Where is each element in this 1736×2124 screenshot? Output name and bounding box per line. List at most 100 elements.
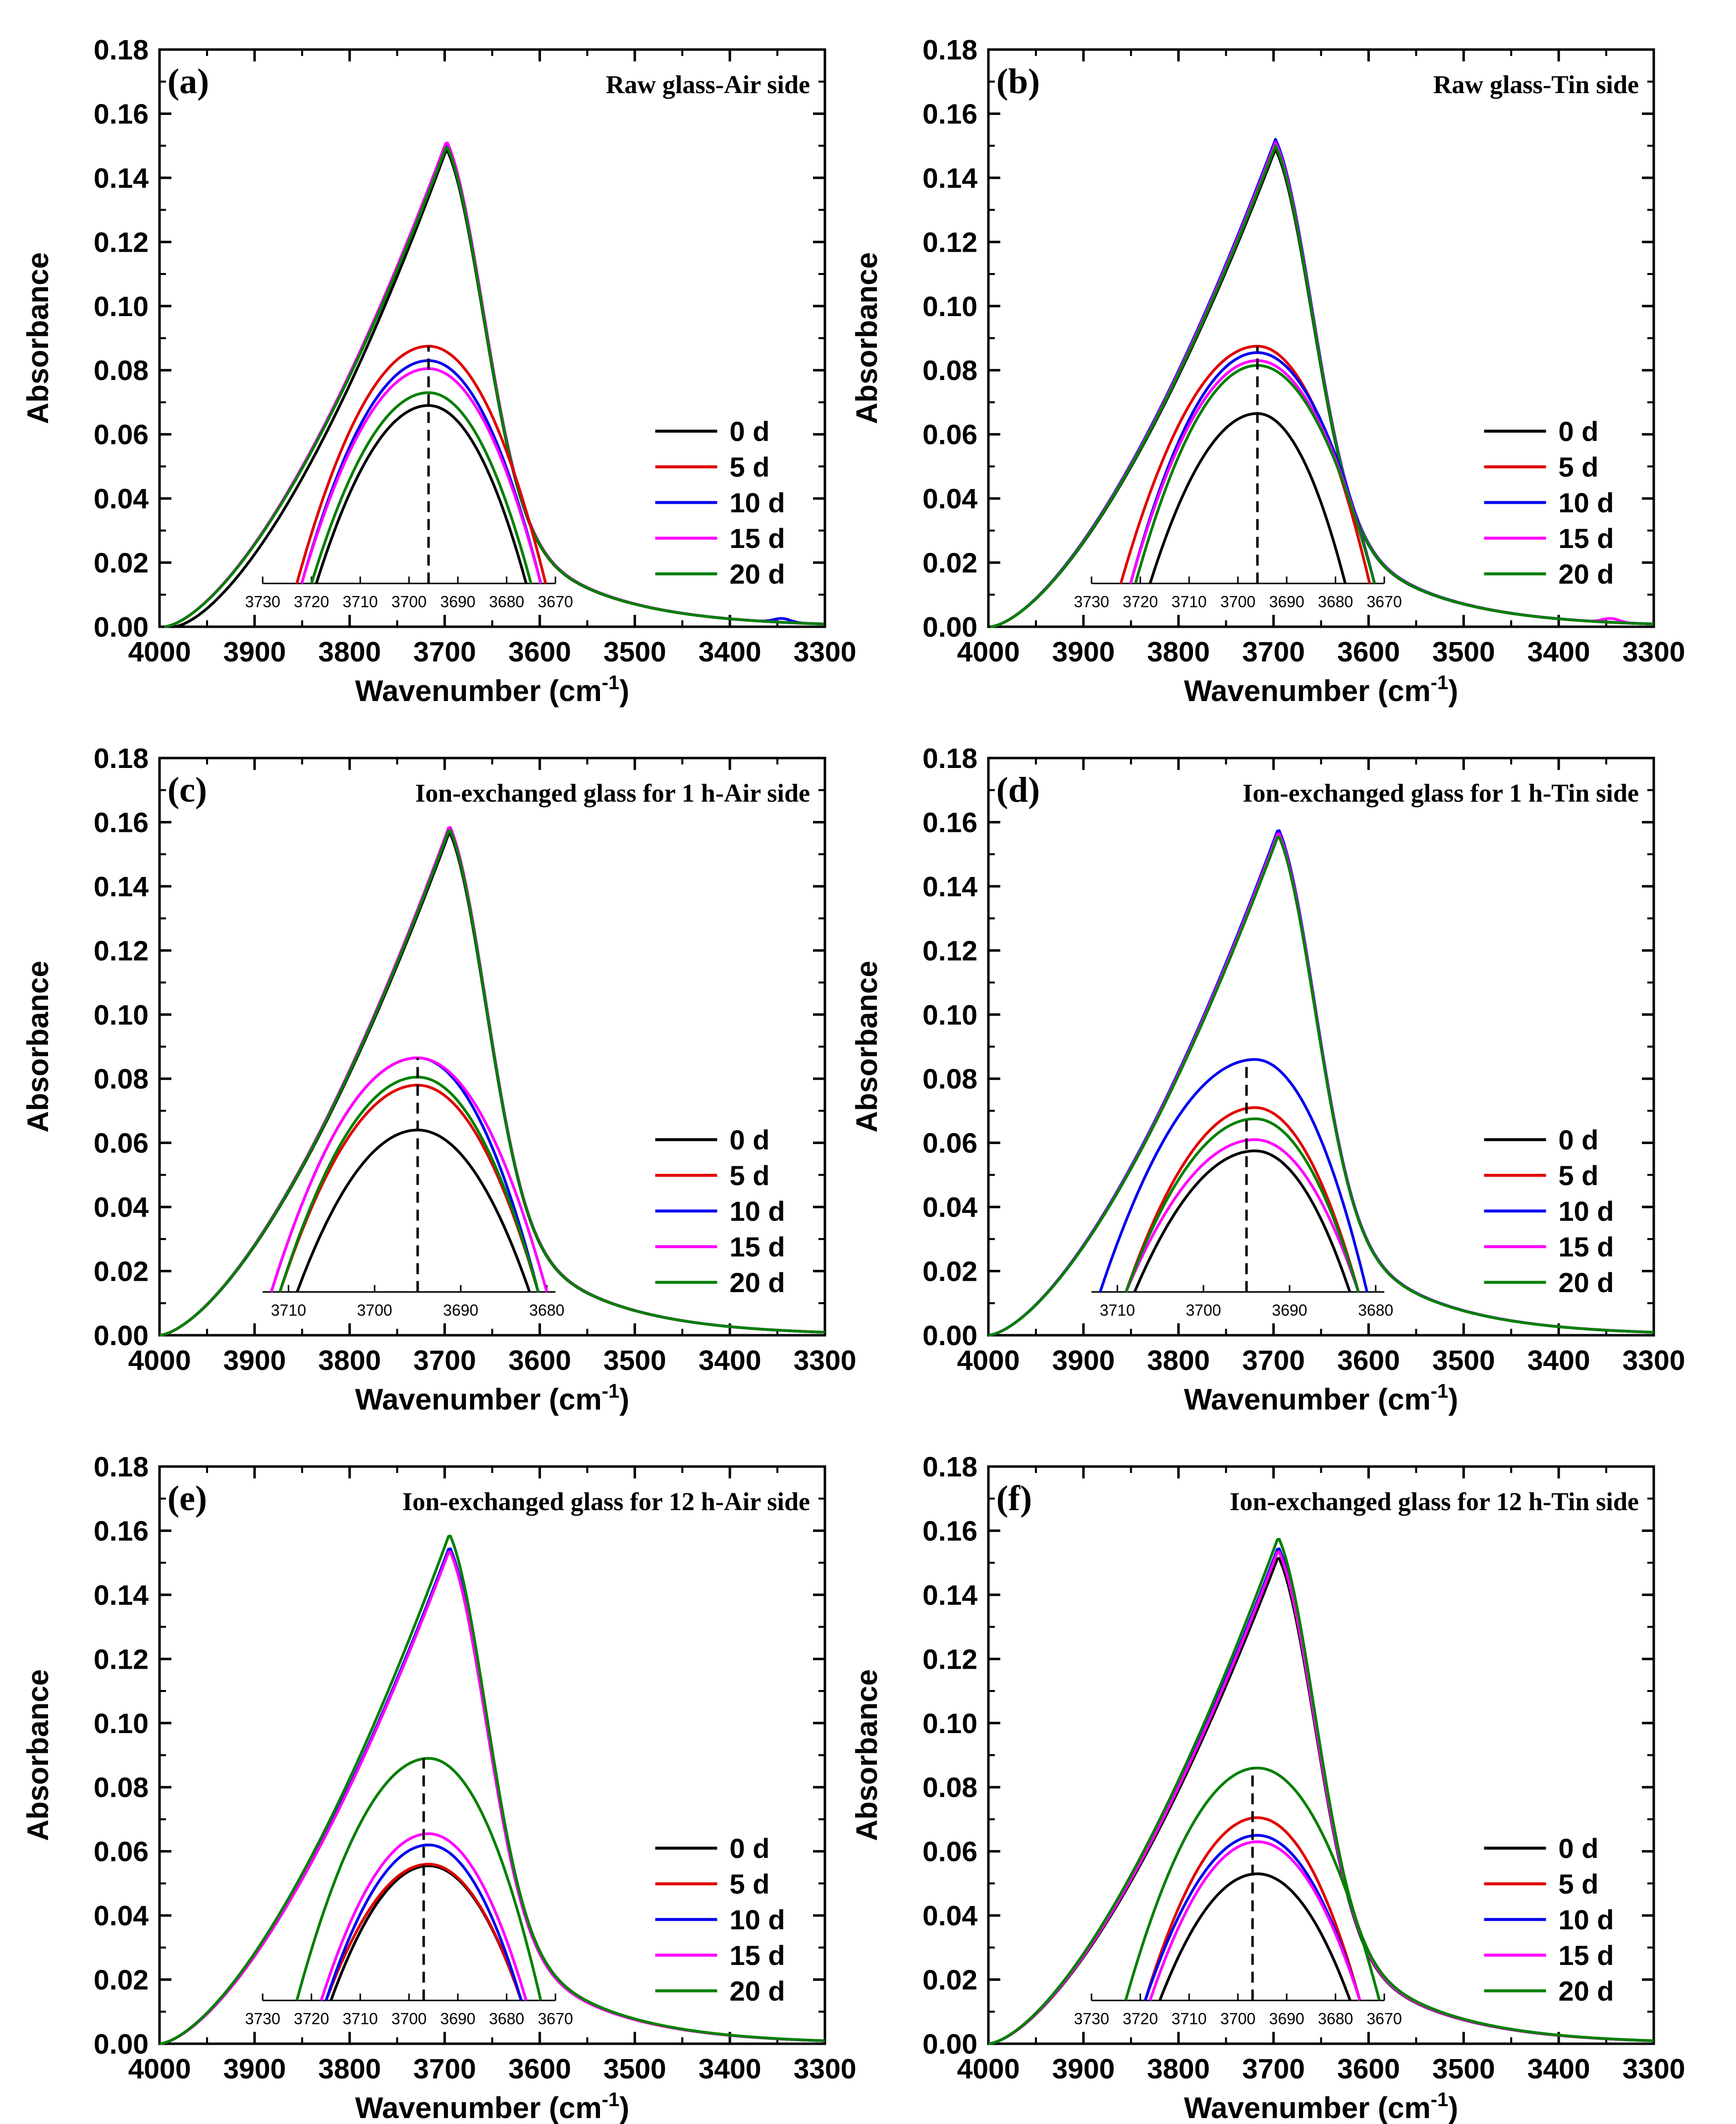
inset-curve-5d xyxy=(278,1084,540,1293)
panel-letter: (c) xyxy=(167,770,207,810)
inset-tick-label: 3690 xyxy=(440,2010,476,2028)
legend-label: 15 d xyxy=(730,523,785,554)
legend-label: 5 d xyxy=(730,451,770,483)
panel-letter: (a) xyxy=(167,61,209,101)
y-tick-label: 0.02 xyxy=(922,1964,977,1996)
inset-curve-5d xyxy=(295,344,547,584)
inset-tick-label: 3700 xyxy=(1186,1302,1221,1319)
legend-label: 20 d xyxy=(730,558,785,590)
series-line-15d xyxy=(159,1550,825,2045)
y-tick-label: 0.10 xyxy=(922,291,977,323)
inset-tick-label: 3720 xyxy=(294,2010,329,2028)
x-tick-label: 3400 xyxy=(699,636,761,668)
inset-curve-0d xyxy=(1148,412,1347,584)
inset-tick-label: 3700 xyxy=(391,2010,427,2028)
y-tick-label: 0.04 xyxy=(922,1192,977,1223)
x-tick-label: 4000 xyxy=(128,1345,191,1376)
x-tick-label: 4000 xyxy=(957,1345,1020,1376)
x-tick-label: 3600 xyxy=(1337,1345,1400,1376)
inset-tick-label: 3690 xyxy=(1269,593,1304,611)
y-axis-label: Absorbance xyxy=(850,1669,883,1841)
y-tick-label: 0.08 xyxy=(922,355,977,386)
y-tick-label: 0.18 xyxy=(922,34,977,66)
inset-tick-label: 3710 xyxy=(1100,1302,1135,1319)
inset-tick-label: 3730 xyxy=(245,2010,280,2028)
y-tick-label: 0.04 xyxy=(922,1900,977,1932)
y-tick-label: 0.16 xyxy=(94,1515,149,1547)
panel-letter: (d) xyxy=(996,770,1040,810)
inset-curve-15d xyxy=(1125,1138,1360,1293)
inset-tick-label: 3720 xyxy=(294,593,329,611)
x-tick-label: 3600 xyxy=(508,636,571,668)
chart-panel-b: 0.00 0.02 0.04 0.06 0.08 0.10 0.12 0.14 0.16 0.18… xyxy=(850,34,1685,708)
x-tick-label: 3500 xyxy=(603,2053,666,2085)
inset-tick-label: 3730 xyxy=(245,593,280,611)
y-tick-label: 0.08 xyxy=(94,355,149,386)
legend-label: 10 d xyxy=(730,487,785,518)
x-tick-label: 3300 xyxy=(794,2053,857,2085)
x-tick-label: 3900 xyxy=(223,636,286,668)
x-tick-label: 3800 xyxy=(318,636,381,668)
legend-label: 0 d xyxy=(1559,1124,1599,1155)
y-tick-label: 0.08 xyxy=(922,1772,977,1803)
x-axis-label: Wavenumber (cm-1) xyxy=(1184,672,1458,708)
y-tick-label: 0.16 xyxy=(922,807,977,838)
inset-curve-15d xyxy=(300,367,542,584)
inset-curve-15d xyxy=(1148,1840,1361,2001)
legend-label: 10 d xyxy=(730,1904,785,1935)
y-axis-label: Absorbance xyxy=(850,961,883,1133)
y-tick-label: 0.14 xyxy=(922,1579,977,1611)
y-tick-label: 0.02 xyxy=(94,1256,149,1288)
inset-tick-label: 3710 xyxy=(271,1302,306,1319)
x-tick-label: 3500 xyxy=(1432,636,1495,668)
x-tick-label: 3400 xyxy=(699,2053,761,2085)
x-tick-label: 3900 xyxy=(223,2053,286,2085)
x-tick-label: 3400 xyxy=(1527,636,1590,668)
inset-curve-20d xyxy=(310,391,533,584)
inset-curve-5d xyxy=(325,1862,523,2001)
inset-tick-label: 3730 xyxy=(1074,2010,1109,2028)
legend-label: 10 d xyxy=(1559,487,1614,518)
series-line-5d xyxy=(159,1550,825,2045)
series-line-15d xyxy=(988,832,1654,1337)
series-line-10d xyxy=(988,829,1654,1337)
inset-tick-label: 3680 xyxy=(489,2010,524,2028)
x-tick-label: 3700 xyxy=(1242,636,1305,668)
y-tick-label: 0.18 xyxy=(94,34,149,66)
y-tick-label: 0.12 xyxy=(94,226,149,258)
x-tick-label: 3800 xyxy=(1147,636,1210,668)
x-tick-label: 3800 xyxy=(318,1345,381,1376)
x-tick-label: 3500 xyxy=(1432,1345,1495,1376)
inset-curve-20d xyxy=(295,1757,542,2001)
series-line-0d xyxy=(159,832,825,1337)
legend-label: 10 d xyxy=(1559,1196,1614,1227)
y-axis-label: Absorbance xyxy=(850,252,883,424)
inset-curve-0d xyxy=(329,1864,523,2001)
y-tick-label: 0.12 xyxy=(922,226,977,258)
inset-curve-0d xyxy=(1158,1872,1352,2001)
legend-label: 15 d xyxy=(1559,1231,1614,1262)
inset-curve-5d xyxy=(1125,1106,1360,1293)
series-line-10d xyxy=(988,1547,1654,2045)
inset-tick-label: 3690 xyxy=(440,593,476,611)
series-line-20d xyxy=(159,1534,825,2045)
legend-label: 15 d xyxy=(1559,1940,1614,1971)
y-tick-label: 0.04 xyxy=(922,483,977,515)
x-tick-label: 3300 xyxy=(1623,1345,1685,1376)
x-tick-label: 3800 xyxy=(318,2053,381,2085)
x-tick-label: 3600 xyxy=(508,2053,571,2085)
y-tick-label: 0.14 xyxy=(922,871,977,903)
legend-label: 20 d xyxy=(1559,558,1614,590)
panel-title: Ion-exchanged glass for 1 h-Air side xyxy=(415,779,810,808)
x-tick-label: 3900 xyxy=(223,1345,286,1376)
chart-panel-e: 0.00 0.02 0.04 0.06 0.08 0.10 0.12 0.14 0.16 0.18… xyxy=(21,1451,856,2124)
x-tick-label: 3400 xyxy=(1527,2053,1590,2085)
y-tick-label: 0.16 xyxy=(94,98,149,130)
x-tick-label: 3700 xyxy=(413,1345,476,1376)
x-tick-label: 3600 xyxy=(1337,636,1400,668)
inset-curve-0d xyxy=(1133,1149,1352,1293)
x-axis-label: Wavenumber (cm-1) xyxy=(355,672,629,708)
inset-tick-label: 3670 xyxy=(1366,2010,1402,2028)
y-tick-label: 0.10 xyxy=(922,1708,977,1740)
